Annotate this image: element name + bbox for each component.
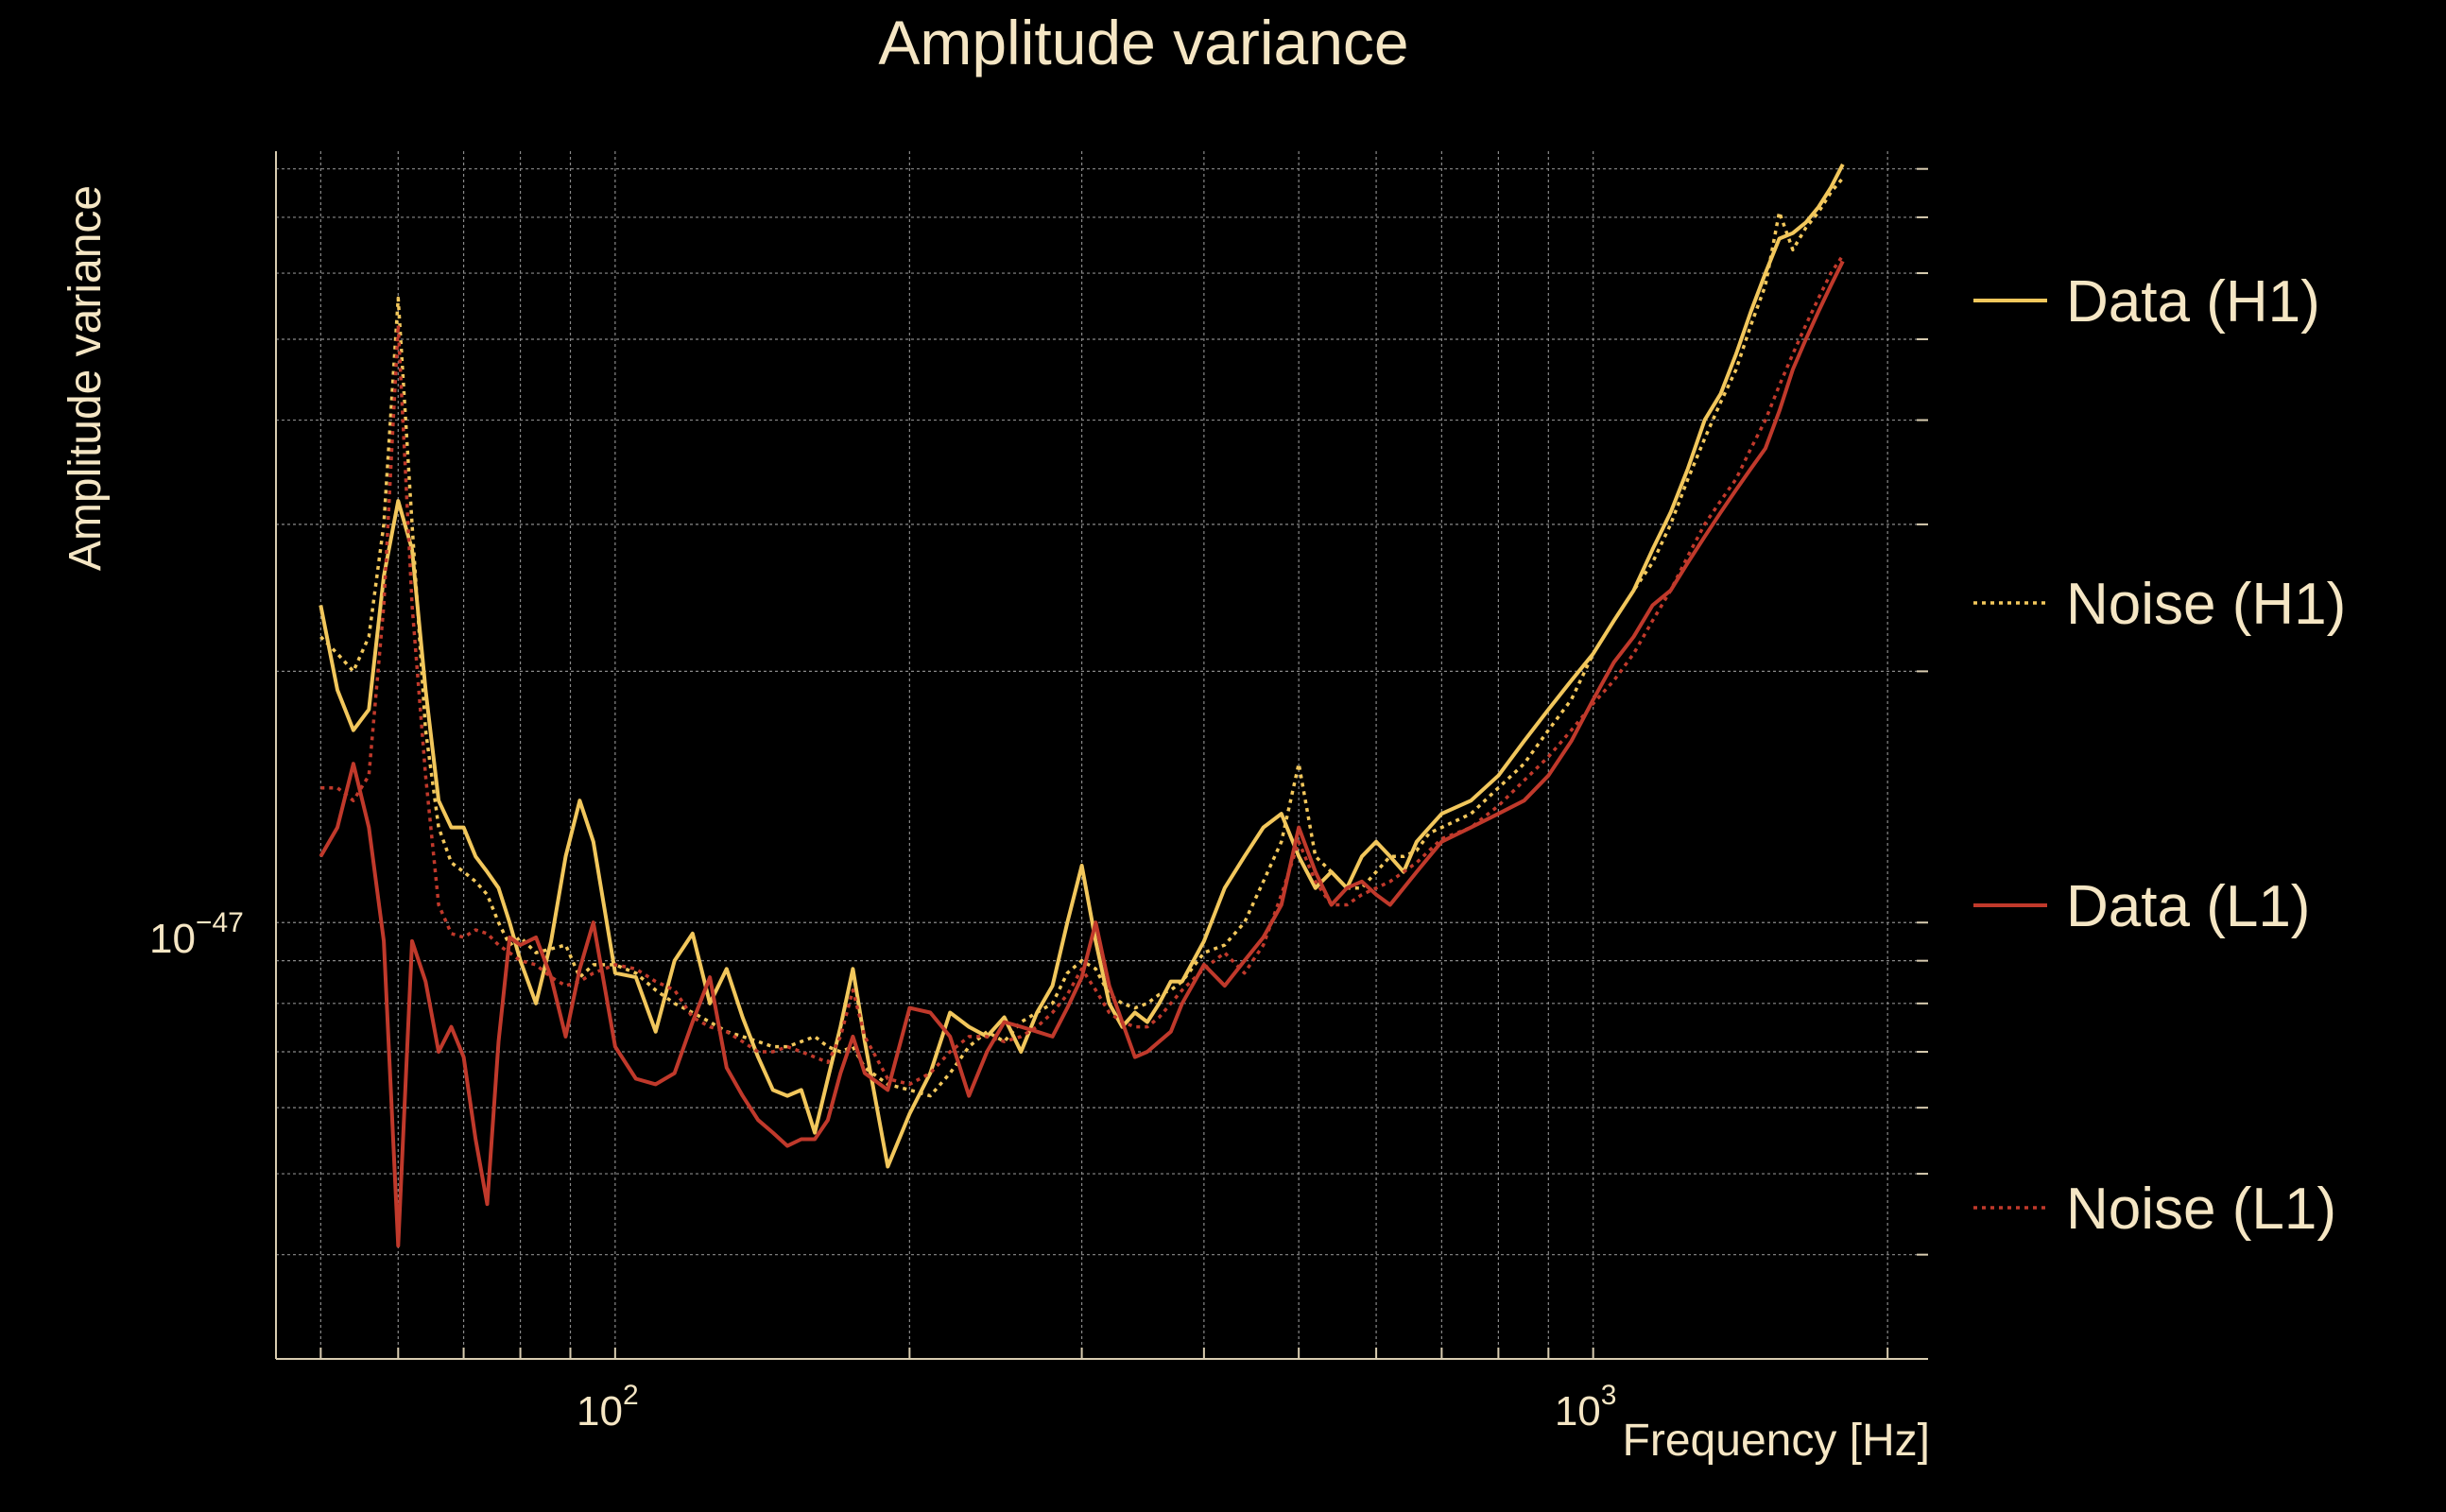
x-tick-label: 102 [577,1380,639,1435]
series-line-noise-h1 [319,177,1845,1098]
chart-title: Amplitude variance [878,8,1408,77]
legend-label: Noise (H1) [2066,572,2346,637]
x-axis-label: Frequency [Hz] [1623,1416,1930,1466]
x-tick-label: 103 [1555,1380,1617,1435]
legend-label: Noise (L1) [2066,1177,2336,1242]
tick-labels: 102 103 10−47 [149,907,1616,1435]
series-line-noise-l1 [320,254,1845,1087]
series-line-data-l1 [319,260,1845,1248]
y-tick-label: 10−47 [149,907,244,962]
legend: Data (H1) Noise (H1) Data (L1) Noise (L1) [1973,269,2346,1242]
legend-label: Data (L1) [2066,874,2310,939]
y-axis-label: Amplitude variance [60,185,111,571]
series-line-data-h1 [319,163,1845,1169]
axes [275,151,1928,1360]
series-lines [319,163,1845,1248]
legend-label: Data (H1) [2066,269,2320,335]
